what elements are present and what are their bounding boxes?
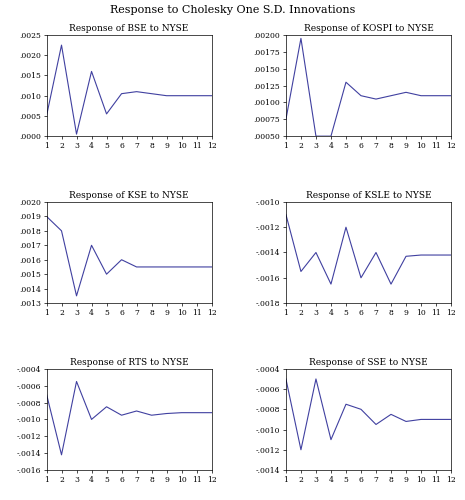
Text: Response to Cholesky One S.D. Innovations: Response to Cholesky One S.D. Innovation… [110, 5, 355, 15]
Title: Response of KOSPI to NYSE: Response of KOSPI to NYSE [304, 24, 433, 33]
Title: Response of BSE to NYSE: Response of BSE to NYSE [69, 24, 189, 33]
Title: Response of KSLE to NYSE: Response of KSLE to NYSE [306, 191, 432, 200]
Title: Response of KSE to NYSE: Response of KSE to NYSE [69, 191, 189, 200]
Title: Response of RTS to NYSE: Response of RTS to NYSE [70, 358, 188, 366]
Title: Response of SSE to NYSE: Response of SSE to NYSE [309, 358, 428, 366]
